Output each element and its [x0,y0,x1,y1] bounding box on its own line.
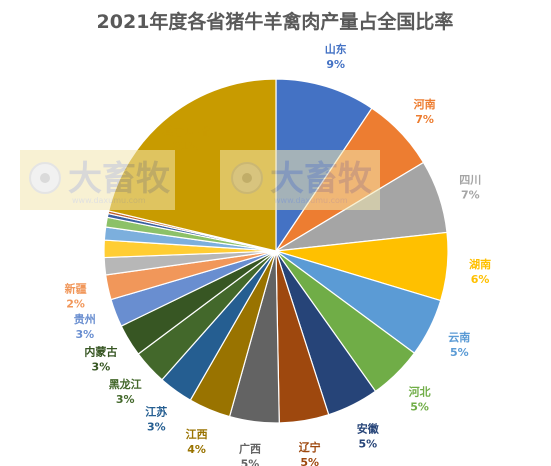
watermark-left-text: 大畜牧 [68,159,171,199]
slice-label-percent: 5% [410,400,429,413]
slice-label-percent: 3% [75,328,94,341]
slice-label-percent: 5% [241,457,260,466]
slice-label-percent: 2% [66,297,85,310]
slice-label-name: 内蒙古 [84,345,117,359]
slice-label-name: 山东 [325,42,347,56]
slice-label-name: 安徽 [357,421,380,435]
slice-label-name: 江苏 [145,405,167,419]
watermark-left: 大畜牧 www.daxumu.com [20,150,175,210]
slice-labels: 山东 9% 河南 7% 四川 7% 湖南 6% 云南 5% 河北 5% 安徽 5% 辽宁 5% 广西 5% 江西 4%… [65,42,492,466]
slice-label-percent: 7% [461,189,480,202]
slice-label-percent: 3% [147,421,166,434]
watermark-center: 大畜牧 www.daxumu.com [220,150,380,210]
watermark-center-subtext: www.daxumu.com [274,196,348,205]
chart-title: 2021年度各省猪牛羊禽肉产量占全国比率 [97,10,454,33]
slice-label-name: 广西 [239,441,261,455]
slice-label-name: 贵州 [74,312,96,326]
slice-label-percent: 5% [450,346,469,359]
slice-label-percent: 3% [92,361,111,374]
pie-slices [103,78,449,424]
slice-label-name: 江西 [186,427,208,441]
slice-label-name: 其它10省 [162,124,210,138]
watermark-left-logo-center-icon [40,173,50,183]
slice-label-percent: 21% [173,140,199,153]
slice-label-percent: 5% [300,456,319,466]
watermark-left-subtext: www.daxumu.com [72,196,146,205]
slice-label-percent: 5% [358,437,377,450]
slice-label-percent: 7% [415,113,434,126]
watermark-center-text: 大畜牧 [270,159,373,199]
slice-label-percent: 4% [187,443,206,456]
slice-label-name: 新疆 [65,281,87,295]
slice-label-name: 河南 [414,97,436,111]
slice-label-name: 云南 [448,330,470,344]
slice-label-name: 辽宁 [299,440,321,454]
slice-label-name: 湖南 [469,257,491,271]
slice-label-name: 河北 [409,384,431,398]
watermark-center-logo-center-icon [242,173,252,183]
slice-label-percent: 9% [326,58,345,71]
slice-label-name: 黑龙江 [109,377,142,391]
slice-label-percent: 3% [116,393,135,406]
slice-label-name: 四川 [459,174,481,187]
slice-label-percent: 6% [471,273,490,286]
